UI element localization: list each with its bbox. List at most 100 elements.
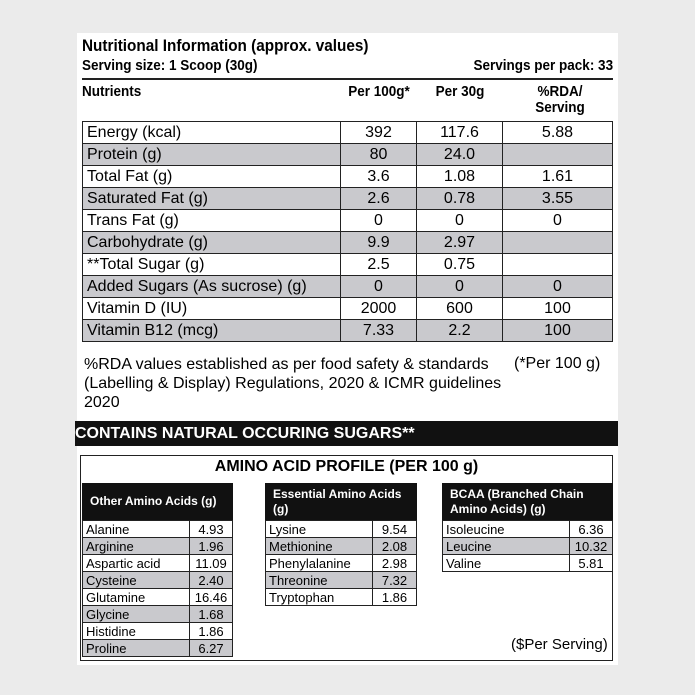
- nutrient-name: Protein (g): [82, 143, 341, 166]
- nutrient-per30: 0.78: [416, 187, 503, 210]
- nutrient-rda: 0: [502, 209, 613, 232]
- nutrient-row: Carbohydrate (g) 9.9 2.97: [82, 231, 613, 254]
- nutrient-per30: 1.08: [416, 165, 503, 188]
- amino-name: Lysine: [265, 520, 373, 538]
- servings-per-pack: Servings per pack: 33: [473, 57, 613, 74]
- amino-title: AMINO ACID PROFILE (PER 100 g): [214, 458, 479, 475]
- amino-value: 9.54: [372, 520, 417, 538]
- amino-name: Methionine: [265, 537, 373, 555]
- col-header-per30: Per 30g: [435, 83, 485, 100]
- nutrition-table: Energy (kcal) 392 117.6 5.88 Protein (g) 80 24…: [82, 121, 613, 342]
- amino-value: 7.32: [372, 571, 417, 589]
- nutrient-row: Added Sugars (As sucrose) (g) 0 0 0: [82, 275, 613, 298]
- amino-value: 2.98: [372, 554, 417, 572]
- nutrient-per100: 80: [340, 143, 417, 166]
- amino-name: Leucine: [442, 537, 570, 555]
- nutrient-rda: [502, 143, 613, 166]
- amino-row: Proline 6.27: [82, 639, 233, 657]
- amino-row: Glycine 1.68: [82, 605, 233, 623]
- amino-name: Valine: [442, 554, 570, 572]
- nutrient-per100: 0: [340, 209, 417, 232]
- nutrient-per30: 117.6: [416, 121, 503, 144]
- amino-table-header: Other Amino Acids (g): [82, 483, 233, 520]
- amino-value: 5.81: [569, 554, 613, 572]
- amino-name: Glycine: [82, 605, 190, 623]
- amino-name: Aspartic acid: [82, 554, 190, 572]
- nutrient-rda: [502, 231, 613, 254]
- amino-row: Histidine 1.86: [82, 622, 233, 640]
- amino-value: 1.68: [189, 605, 233, 623]
- nutrient-per30: 0.75: [416, 253, 503, 276]
- amino-row: Tryptophan 1.86: [265, 588, 417, 606]
- nutrient-name: Trans Fat (g): [82, 209, 341, 232]
- nutrient-rda: 100: [502, 297, 613, 320]
- nutrient-per100: 9.9: [340, 231, 417, 254]
- amino-value: 11.09: [189, 554, 233, 572]
- amino-row: Lysine 9.54: [265, 520, 417, 538]
- amino-name: Cysteine: [82, 571, 190, 589]
- nutrient-name: **Total Sugar (g): [82, 253, 341, 276]
- nutrient-name: Carbohydrate (g): [82, 231, 341, 254]
- nutrient-name: Added Sugars (As sucrose) (g): [82, 275, 341, 298]
- nutrient-per100: 0: [340, 275, 417, 298]
- nutrient-row: **Total Sugar (g) 2.5 0.75: [82, 253, 613, 276]
- col-header-nutrients: Nutrients: [82, 83, 142, 100]
- nutrient-rda: 1.61: [502, 165, 613, 188]
- nutrient-row: Saturated Fat (g) 2.6 0.78 3.55: [82, 187, 613, 210]
- rda-note: %RDA values established as per food safe…: [84, 356, 502, 411]
- nutrient-per30: 2.2: [416, 319, 503, 342]
- amino-name: Proline: [82, 639, 190, 657]
- nutrient-per100: 3.6: [340, 165, 417, 188]
- amino-value: 6.27: [189, 639, 233, 657]
- amino-name: Phenylalanine: [265, 554, 373, 572]
- amino-table-header: BCAA (Branched Chain Amino Acids) (g): [442, 483, 613, 520]
- amino-value: 6.36: [569, 520, 613, 538]
- nutrient-row: Protein (g) 80 24.0: [82, 143, 613, 166]
- amino-name: Isoleucine: [442, 520, 570, 538]
- amino-row: Cysteine 2.40: [82, 571, 233, 589]
- nutrient-row: Trans Fat (g) 0 0 0: [82, 209, 613, 232]
- amino-row: Alanine 4.93: [82, 520, 233, 538]
- nutrient-per30: 0: [416, 209, 503, 232]
- amino-value: 1.86: [372, 588, 417, 606]
- nutrient-per30: 24.0: [416, 143, 503, 166]
- amino-table: Isoleucine 6.36 Leucine 10.32 Valine 5.81: [442, 520, 613, 572]
- amino-row: Phenylalanine 2.98: [265, 554, 417, 572]
- nutrient-per30: 2.97: [416, 231, 503, 254]
- amino-row: Arginine 1.96: [82, 537, 233, 555]
- serving-size: Serving size: 1 Scoop (30g): [82, 57, 258, 74]
- nutrient-per100: 7.33: [340, 319, 417, 342]
- amino-row: Valine 5.81: [442, 554, 613, 572]
- per-serving-note: ($Per Serving): [511, 636, 608, 653]
- amino-value: 1.86: [189, 622, 233, 640]
- amino-row: Leucine 10.32: [442, 537, 613, 555]
- amino-name: Tryptophan: [265, 588, 373, 606]
- divider: [82, 78, 613, 80]
- label-title: Nutritional Information (approx. values): [82, 36, 369, 55]
- nutrient-per100: 2.5: [340, 253, 417, 276]
- amino-value: 1.96: [189, 537, 233, 555]
- nutrient-per100: 2000: [340, 297, 417, 320]
- amino-value: 16.46: [189, 588, 233, 606]
- nutrient-per100: 392: [340, 121, 417, 144]
- amino-value: 2.40: [189, 571, 233, 589]
- nutrient-name: Vitamin B12 (mcg): [82, 319, 341, 342]
- amino-row: Methionine 2.08: [265, 537, 417, 555]
- amino-name: Alanine: [82, 520, 190, 538]
- nutrient-rda: 100: [502, 319, 613, 342]
- sugar-banner: CONTAINS NATURAL OCCURING SUGARS**: [75, 421, 618, 446]
- nutrient-rda: 5.88: [502, 121, 613, 144]
- nutrient-row: Total Fat (g) 3.6 1.08 1.61: [82, 165, 613, 188]
- amino-value: 4.93: [189, 520, 233, 538]
- amino-name: Glutamine: [82, 588, 190, 606]
- amino-box: [80, 455, 613, 661]
- per100-note: (*Per 100 g): [514, 355, 601, 372]
- amino-value: 2.08: [372, 537, 417, 555]
- nutrient-rda: [502, 253, 613, 276]
- nutrient-rda: 0: [502, 275, 613, 298]
- amino-table: Alanine 4.93 Arginine 1.96 Aspartic acid 11.0…: [82, 520, 233, 657]
- amino-table: Lysine 9.54 Methionine 2.08 Phenylalanine 2.9…: [265, 520, 417, 606]
- amino-name: Threonine: [265, 571, 373, 589]
- amino-value: 10.32: [569, 537, 613, 555]
- amino-row: Glutamine 16.46: [82, 588, 233, 606]
